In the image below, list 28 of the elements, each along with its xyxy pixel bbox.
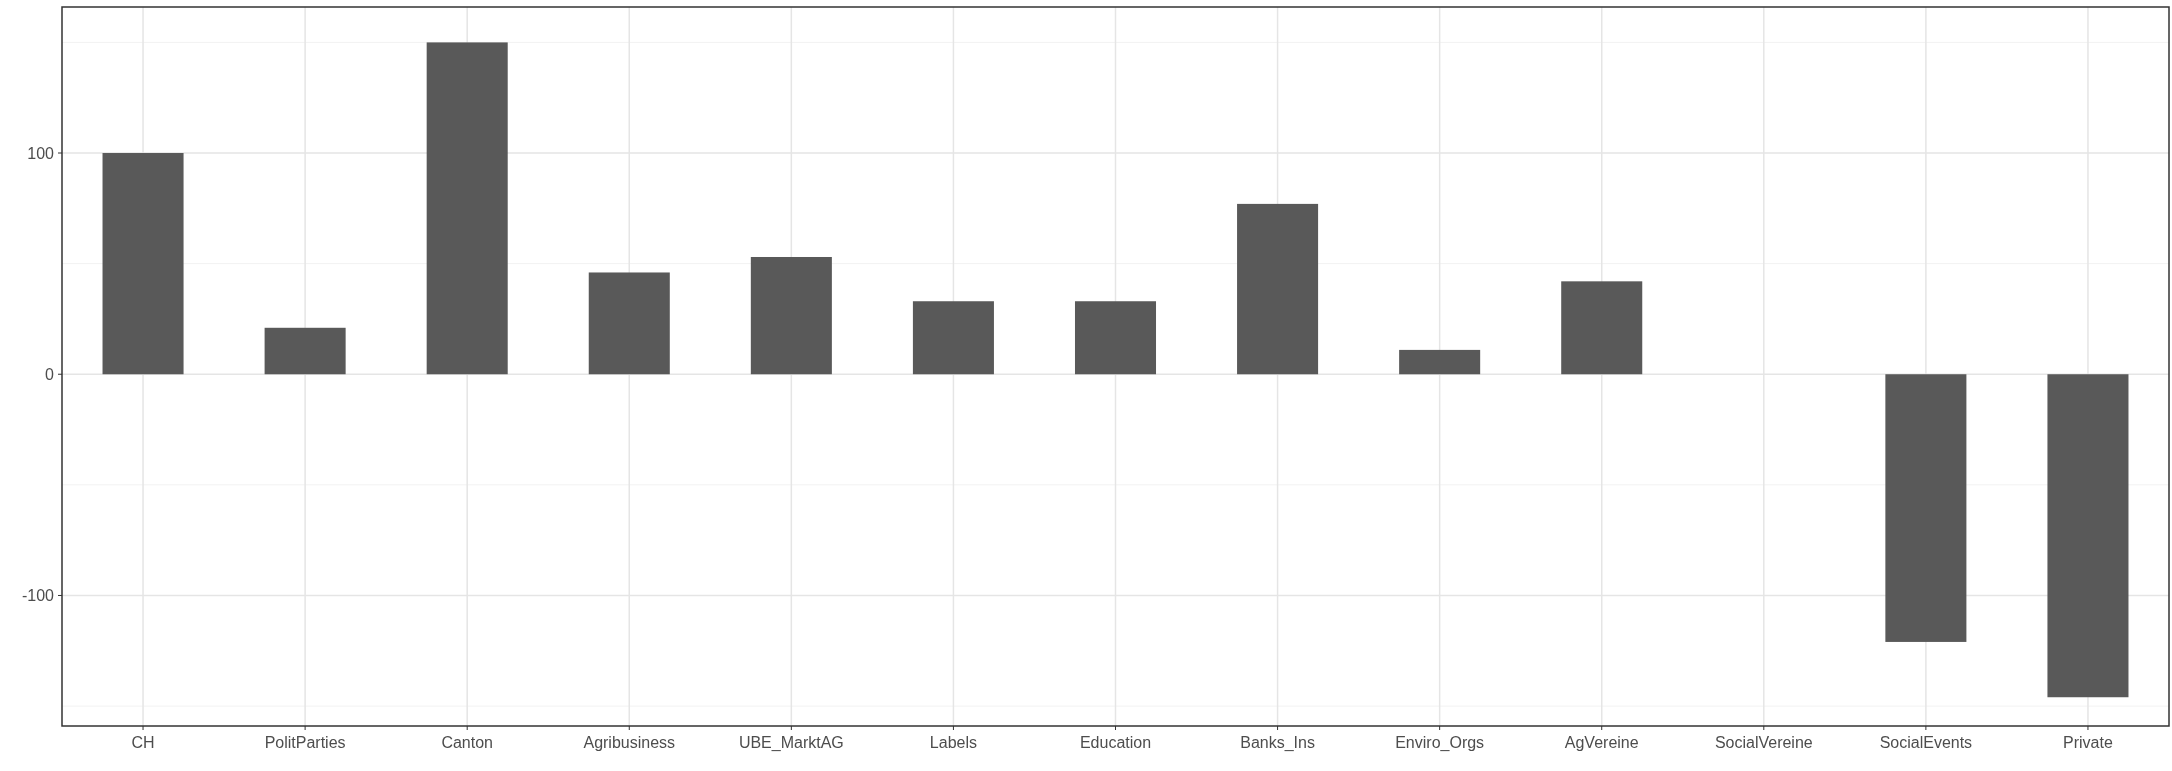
bar xyxy=(912,301,994,375)
x-tick-label: Education xyxy=(1079,734,1152,751)
bar xyxy=(588,272,670,375)
bar xyxy=(1074,301,1157,375)
x-tick-label: Canton xyxy=(441,734,493,751)
x-tick-label: SocialVereine xyxy=(1714,734,1813,751)
bar xyxy=(426,42,508,375)
x-tick-label: SocialEvents xyxy=(1879,734,1973,751)
bar xyxy=(102,153,184,375)
bar xyxy=(1885,374,1967,642)
bar xyxy=(264,327,346,375)
x-tick-label: Agribusiness xyxy=(583,734,676,751)
bar xyxy=(750,256,832,375)
bar xyxy=(1561,281,1643,375)
bar xyxy=(1237,203,1319,375)
x-tick-label: Private xyxy=(2063,734,2113,751)
x-tick-label: UBE_MarktAG xyxy=(738,734,844,752)
x-tick-label: CH xyxy=(131,734,155,751)
y-tick-label: -100 xyxy=(21,587,55,605)
x-tick-label: PolitParties xyxy=(264,734,346,751)
x-tick-label: AgVereine xyxy=(1564,734,1639,751)
x-tick-label: Labels xyxy=(929,734,977,751)
x-tick-label: Banks_Ins xyxy=(1240,734,1315,752)
x-tick-label: Enviro_Orgs xyxy=(1395,734,1485,752)
bar xyxy=(1399,349,1481,375)
bar xyxy=(2047,374,2129,698)
y-tick-label: 100 xyxy=(27,144,55,162)
y-tick-label: 0 xyxy=(45,365,55,383)
